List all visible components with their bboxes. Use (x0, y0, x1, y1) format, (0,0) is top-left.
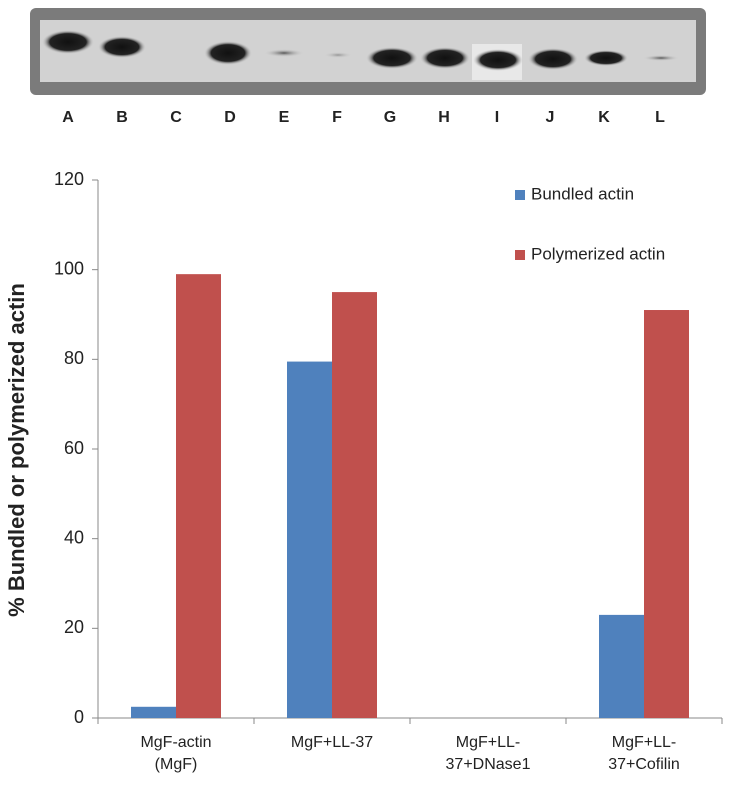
y-tick-label: 40 (64, 527, 84, 547)
bar (599, 614, 644, 718)
y-tick-label: 120 (54, 169, 84, 189)
bar (131, 706, 176, 718)
lane-label: C (170, 109, 182, 126)
lane-label: A (62, 109, 74, 126)
lane-label: K (598, 109, 610, 126)
lane-label: D (224, 109, 236, 126)
y-tick-label: 0 (74, 707, 84, 727)
gel-body (40, 20, 696, 82)
lane-label: G (384, 109, 396, 126)
gel-band (584, 50, 628, 66)
lane-label: B (116, 109, 128, 126)
x-tick-label: MgF-actin (MgF) (140, 734, 212, 773)
gel-band (98, 36, 146, 58)
gel-band (42, 30, 94, 54)
x-tick-label: MgF+LL-37+DNase1 (445, 734, 531, 773)
y-tick-label: 60 (64, 438, 84, 458)
gel-band (204, 41, 252, 65)
y-tick-label: 80 (64, 348, 84, 368)
x-tick-label: MgF+LL-37 (290, 734, 374, 751)
bar (332, 292, 377, 718)
y-tick-label: 100 (54, 258, 84, 278)
lane-label: L (655, 109, 665, 126)
legend-swatch (515, 190, 525, 200)
lane-label: E (279, 109, 290, 126)
legend-label: Polymerized actin (531, 244, 665, 263)
lane-label: J (546, 109, 555, 126)
bar (287, 361, 332, 718)
x-tick-label: MgF+LL-37+Cofilin (608, 734, 680, 773)
gel-band (473, 49, 523, 71)
gel-band (324, 52, 352, 58)
bar (176, 274, 221, 718)
gel-band (366, 47, 418, 69)
lane-label: I (495, 109, 499, 126)
gel (30, 8, 706, 95)
y-tick-label: 20 (64, 617, 84, 637)
legend-label: Bundled actin (531, 184, 634, 203)
gel-band (528, 48, 578, 70)
y-axis-title: % Bundled or polymerized actin (4, 283, 29, 617)
gel-band (264, 49, 304, 57)
gel-band (643, 55, 679, 61)
bar (644, 310, 689, 718)
gel-band (420, 47, 470, 69)
lane-label: H (438, 109, 450, 126)
lane-label: F (332, 109, 342, 126)
legend-swatch (515, 250, 525, 260)
